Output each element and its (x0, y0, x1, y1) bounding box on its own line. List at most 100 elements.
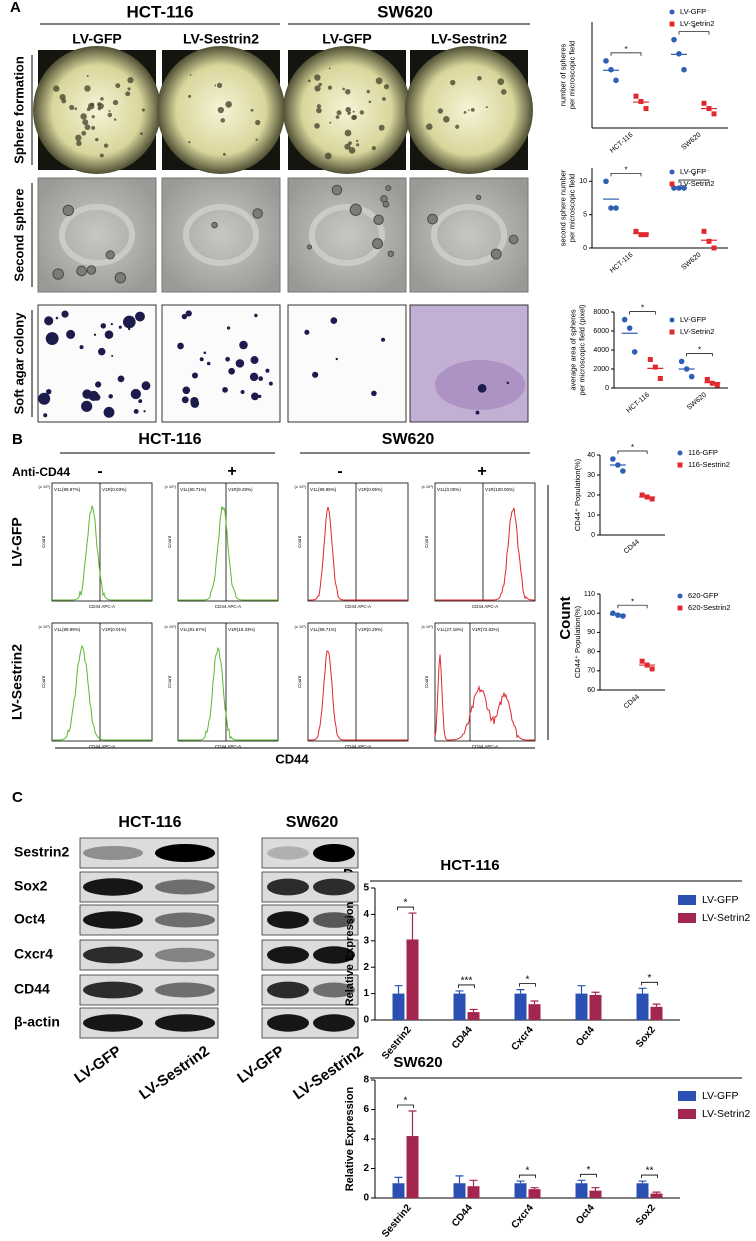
histogram (307, 650, 408, 741)
sphere (53, 85, 60, 92)
bar (650, 1193, 663, 1198)
colony (143, 410, 146, 413)
significance-bracket (641, 981, 658, 986)
sphere (82, 119, 89, 126)
legend-marker (678, 913, 696, 923)
bar (453, 993, 466, 1020)
sphere (475, 194, 482, 201)
y-tick-label: 2 (363, 962, 369, 973)
data-point (652, 364, 658, 370)
colony (477, 383, 487, 393)
y-tick-label: 20 (587, 492, 595, 499)
band (155, 912, 215, 928)
colony (177, 342, 184, 350)
sphere (437, 108, 444, 114)
x-tick-label: Oct4 (574, 1202, 597, 1226)
colony (335, 357, 338, 361)
x-label: CD44 (275, 751, 309, 766)
lane-label: LV-GFP (234, 1043, 287, 1087)
sphere (139, 132, 143, 135)
data-point (610, 456, 616, 462)
side-label: Count (557, 596, 574, 639)
colony (304, 329, 310, 335)
plot-x-label: CD44 APC-A (345, 604, 371, 609)
image-bg (287, 177, 407, 293)
data-point (711, 111, 717, 117)
micrograph (161, 177, 281, 293)
sphere (125, 91, 131, 97)
significance-bracket (641, 1174, 658, 1179)
plot-y-scale: (x 10¹) (294, 624, 306, 629)
legend-marker (669, 9, 675, 15)
significance-label: * (692, 24, 695, 33)
gate-label: V1R(9.29%) (228, 487, 253, 492)
y-axis-label: number of spheres (558, 43, 567, 106)
significance-bracket (617, 604, 648, 609)
sphere (497, 78, 505, 86)
legend-label: LV-GFP (702, 1090, 739, 1102)
data-point (678, 358, 685, 365)
halo (431, 204, 507, 266)
legend-marker (678, 1091, 696, 1101)
sphere (76, 265, 87, 277)
y-tick-label: 0 (583, 245, 587, 252)
colony (95, 381, 102, 388)
legend-label: LV-GFP (702, 894, 739, 906)
row-label: LV-GFP (9, 517, 25, 567)
gate-label: V1L(99.97%) (54, 487, 81, 492)
y-tick-label: 110 (584, 591, 595, 598)
y-tick-label: 70 (587, 668, 595, 675)
histogram (178, 506, 278, 601)
band (155, 982, 215, 998)
colony (199, 357, 204, 362)
sphere (345, 88, 351, 95)
colony (235, 359, 245, 368)
sphere (356, 143, 360, 147)
data-point (681, 66, 687, 73)
sphere (508, 234, 519, 245)
band (313, 844, 355, 862)
plot-y-label: Count (167, 535, 172, 548)
y-tick-label: 10 (579, 178, 587, 185)
x-tick-label: Oct4 (574, 1024, 597, 1048)
data-point (639, 658, 645, 664)
significance-label: * (631, 597, 634, 606)
data-point (711, 245, 717, 251)
colony (104, 330, 114, 339)
plot-y-label: Count (424, 675, 429, 688)
x-tick-label: CD44 (450, 1024, 475, 1051)
band (155, 879, 215, 895)
colony (55, 316, 59, 320)
bar (636, 1183, 649, 1198)
y-tick-label: 5 (363, 883, 369, 894)
bar (467, 1012, 480, 1020)
data-point (638, 232, 644, 238)
bar (392, 993, 405, 1020)
plot-x-label: CD44 APC-A (215, 604, 241, 609)
sphere (468, 109, 470, 112)
sphere (225, 101, 232, 108)
sphere (91, 115, 95, 119)
significance-label: * (624, 165, 627, 174)
y-tick-label: 40 (587, 452, 595, 459)
plot-y-scale: (x 10¹) (164, 624, 176, 629)
legend-marker (669, 169, 675, 175)
sphere (84, 85, 91, 92)
column-label: LV-Sestrin2 (183, 31, 259, 47)
significance-label: ** (646, 1166, 654, 1177)
colony (61, 310, 69, 318)
significance-label: * (641, 304, 644, 313)
data-point (709, 380, 715, 386)
y-tick-label: 0 (591, 532, 595, 539)
colony (117, 375, 125, 383)
flow-plot (307, 482, 409, 602)
row-label: Sphere formation (11, 56, 26, 164)
colony (381, 337, 386, 342)
colony (312, 371, 319, 378)
sphere (91, 126, 96, 130)
sphere (76, 140, 82, 147)
sphere (382, 97, 386, 101)
sphere (108, 109, 111, 112)
plot-y-scale: (x 10¹) (421, 484, 433, 489)
data-point (639, 492, 645, 498)
